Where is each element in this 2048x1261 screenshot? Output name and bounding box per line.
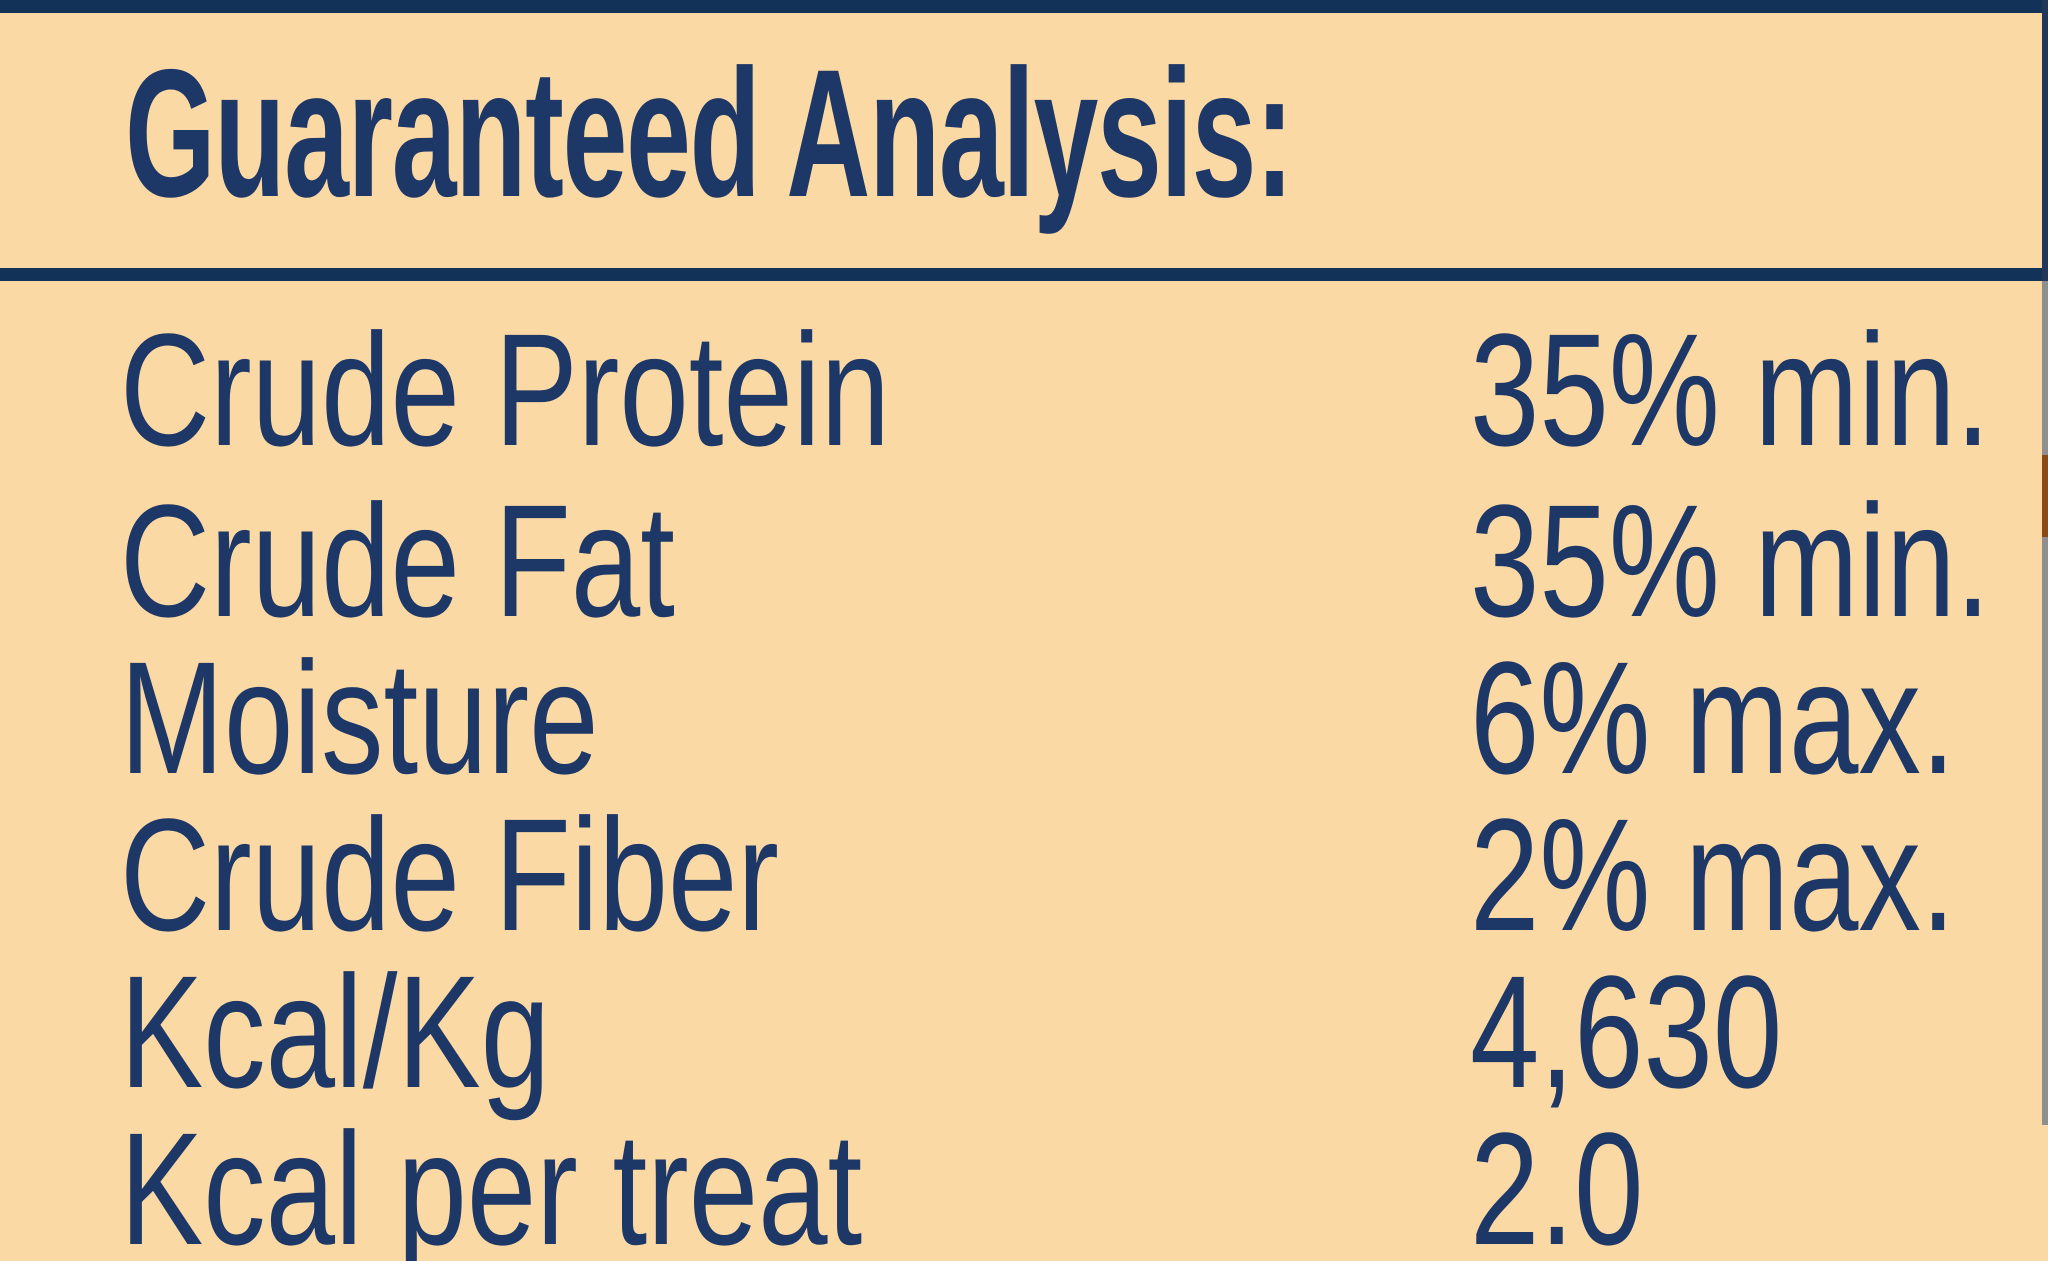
nutrient-value: 4,630 <box>1470 942 1783 1121</box>
nutrient-value: 6% max. <box>1470 628 1956 807</box>
nutrient-value: 35% min. <box>1470 300 1991 479</box>
table-row: Kcal per treat 2.0 <box>0 1099 2048 1261</box>
nutrient-name: Kcal per treat <box>120 1099 863 1261</box>
top-border-bar <box>0 0 2048 13</box>
nutrient-value: 2% max. <box>1470 785 1956 964</box>
nutrient-name: Moisture <box>120 628 599 807</box>
package-edge-navy-strip <box>2042 0 2048 281</box>
package-edge-gray-strip <box>2042 281 2048 455</box>
table-row: Moisture 6% max. <box>0 628 2048 807</box>
package-edge-brown-strip <box>2042 455 2048 537</box>
nutrient-value: 2.0 <box>1470 1099 1644 1261</box>
nutrient-name: Kcal/Kg <box>120 942 551 1121</box>
table-row: Crude Fiber 2% max. <box>0 785 2048 964</box>
nutrient-name: Crude Protein <box>120 300 891 479</box>
nutrient-value: 35% min. <box>1470 471 1991 650</box>
panel-title: Guaranteed Analysis: <box>125 31 1294 235</box>
table-row: Crude Fat 35% min. <box>0 471 2048 650</box>
package-edge-gray-strip <box>2042 537 2048 1125</box>
table-row: Crude Protein 35% min. <box>0 300 2048 479</box>
nutrient-name: Crude Fiber <box>120 785 779 964</box>
title-divider-rule <box>0 268 2044 281</box>
nutrient-table: Crude Protein 35% min. Crude Fat 35% min… <box>0 300 2048 1261</box>
table-row: Kcal/Kg 4,630 <box>0 942 2048 1121</box>
nutrient-name: Crude Fat <box>120 471 675 650</box>
